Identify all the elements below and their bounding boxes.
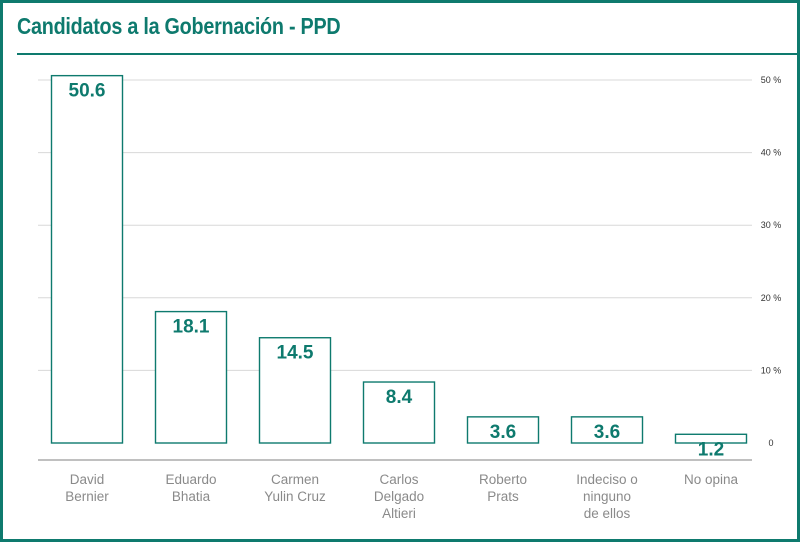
bar-value-label: 50.6 (69, 81, 106, 102)
category-label: Roberto Prats (479, 472, 527, 504)
category-label: Eduardo Bhatia (165, 472, 216, 504)
chart-title: Candidatos a la Gobernación - PPD (17, 13, 341, 39)
y-tick-label: 50 % (761, 75, 782, 85)
title-underline (17, 53, 797, 55)
bar (258, 337, 332, 444)
bar-value-label: 3.6 (594, 422, 620, 443)
bar (570, 416, 644, 444)
bar-value-label: 1.2 (698, 439, 724, 460)
bar-value-label: 3.6 (490, 422, 516, 443)
y-tick-label: 30 % (761, 220, 782, 230)
y-tick-label: 40 % (761, 148, 782, 158)
bar (362, 381, 436, 444)
bar (50, 74, 124, 444)
bar-value-label: 18.1 (173, 317, 210, 338)
bar-value-label: 14.5 (277, 343, 314, 364)
category-label: Carmen Yulin Cruz (264, 472, 326, 504)
category-label: Carlos Delgado Altieri (374, 472, 424, 521)
y-tick-label: 20 % (761, 293, 782, 303)
category-label: Indeciso o ninguno de ellos (576, 472, 638, 521)
bar (466, 416, 540, 444)
y-tick-label: 10 % (761, 365, 782, 375)
bar (674, 433, 748, 444)
bar-value-label: 8.4 (386, 387, 413, 408)
category-label: David Bernier (65, 472, 109, 504)
y-tick-label: 0 (768, 438, 773, 448)
bar (154, 310, 228, 444)
category-label: No opina (684, 472, 739, 487)
